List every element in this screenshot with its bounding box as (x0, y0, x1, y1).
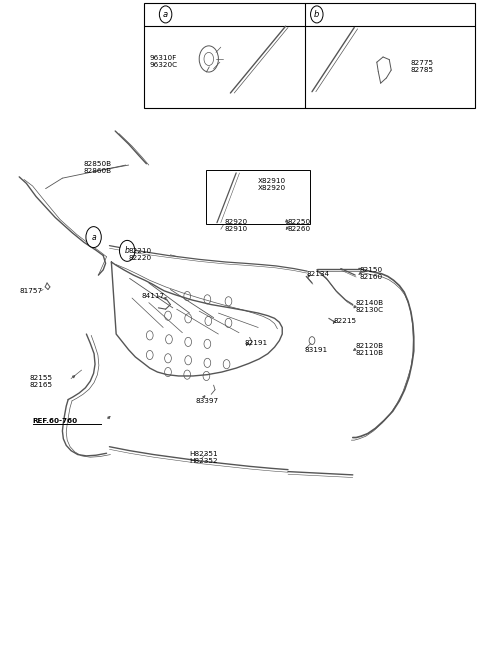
Text: 81757: 81757 (19, 288, 42, 294)
Text: 82920
82910: 82920 82910 (225, 219, 248, 232)
Text: 82134: 82134 (306, 271, 329, 278)
Bar (144, 3, 475, 108)
Text: 82120B
82110B: 82120B 82110B (355, 343, 384, 356)
Text: b: b (125, 246, 130, 255)
Text: 84117: 84117 (142, 293, 165, 299)
Circle shape (86, 227, 101, 248)
Text: 82150
82160: 82150 82160 (360, 267, 383, 280)
Text: b: b (314, 10, 320, 19)
Circle shape (120, 240, 135, 261)
Text: 82155
82165: 82155 82165 (30, 375, 53, 388)
Text: H82351
H82352: H82351 H82352 (190, 451, 218, 464)
Text: 82140B
82130C: 82140B 82130C (355, 300, 384, 313)
Text: 82210
82220: 82210 82220 (129, 248, 152, 261)
Text: 96310F
96320C: 96310F 96320C (150, 55, 178, 68)
Text: 82775
82785: 82775 82785 (410, 61, 433, 74)
Circle shape (311, 6, 323, 23)
Text: 82215: 82215 (334, 318, 357, 324)
Text: a: a (163, 10, 168, 19)
Text: a: a (91, 233, 96, 242)
Text: 82775
82785: 82775 82785 (410, 60, 433, 73)
Bar (206, 170, 310, 224)
Text: X82910
X82920: X82910 X82920 (258, 178, 287, 191)
Text: 82250
82260: 82250 82260 (287, 219, 310, 232)
Text: REF.60-760: REF.60-760 (33, 417, 78, 424)
Text: 83191: 83191 (305, 346, 328, 353)
Text: 82850B
82860B: 82850B 82860B (84, 160, 112, 174)
Text: 83397: 83397 (196, 398, 219, 404)
Circle shape (159, 6, 172, 23)
Text: 96310F
96320C: 96310F 96320C (151, 56, 180, 69)
Text: 82191: 82191 (245, 339, 268, 346)
